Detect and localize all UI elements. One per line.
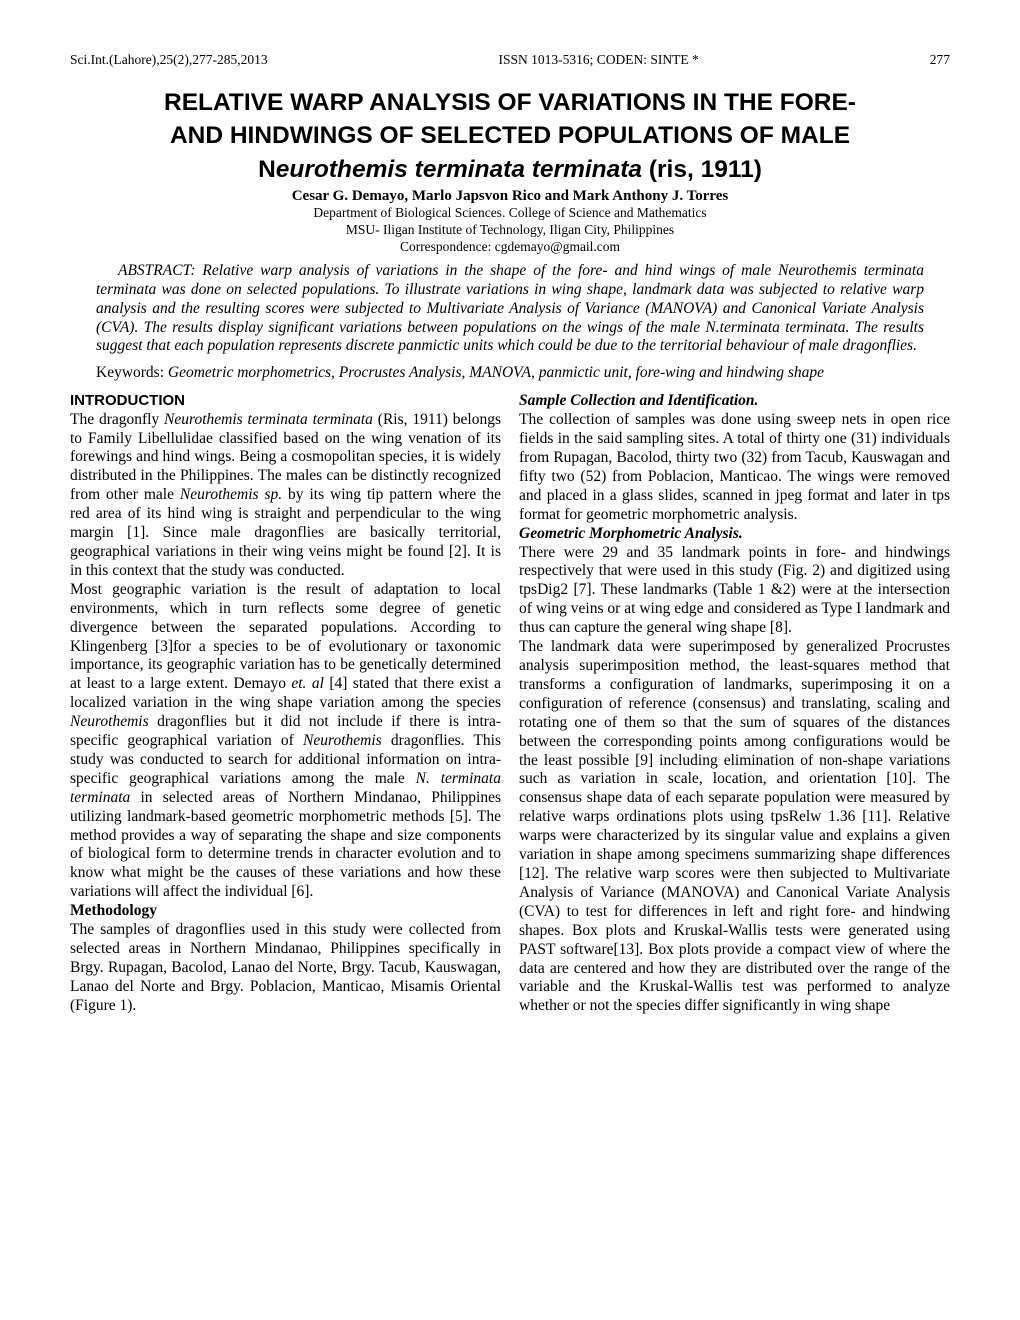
abstract-label: ABSTRACT: bbox=[118, 262, 196, 279]
title-author-year: (ris, 1911) bbox=[642, 156, 762, 183]
introduction-heading: INTRODUCTION bbox=[70, 392, 501, 410]
page-header: Sci.Int.(Lahore),25(2),277-285,2013 ISSN… bbox=[70, 52, 950, 68]
keywords: Keywords: Geometric morphometrics, Procr… bbox=[96, 364, 924, 382]
two-column-body: INTRODUCTION The dragonfly Neurothemis t… bbox=[70, 392, 950, 1016]
affiliation-line1: Department of Biological Sciences. Colle… bbox=[70, 205, 950, 222]
header-center: ISSN 1013-5316; CODEN: SINTE * bbox=[499, 52, 699, 68]
right-column: Sample Collection and Identification. Th… bbox=[519, 392, 950, 1016]
methodology-heading: Methodology bbox=[70, 902, 501, 921]
title-genus-initial: N bbox=[258, 156, 276, 183]
header-page-number: 277 bbox=[930, 52, 950, 68]
intro-paragraph-2: Most geographic variation is the result … bbox=[70, 581, 501, 902]
intro-p1-species: Neurothemis terminata terminata bbox=[164, 411, 373, 428]
intro-p1-genus: Neurothemis sp. bbox=[180, 486, 282, 503]
title-species-name: eurothemis terminata terminata bbox=[276, 156, 642, 183]
sample-collection-paragraph: The collection of samples was done using… bbox=[519, 411, 950, 524]
intro-p2-genus1: Neurothemis bbox=[70, 713, 149, 730]
gm-paragraph-2: The landmark data were superimposed by g… bbox=[519, 638, 950, 1016]
authors: Cesar G. Demayo, Marlo Japsvon Rico and … bbox=[70, 188, 950, 205]
intro-paragraph-1: The dragonfly Neurothemis terminata term… bbox=[70, 411, 501, 581]
intro-p2-genus2: Neurothemis bbox=[303, 732, 382, 749]
abstract: ABSTRACT: Relative warp analysis of vari… bbox=[96, 262, 924, 357]
sample-collection-heading: Sample Collection and Identification. bbox=[519, 392, 950, 411]
correspondence: Correspondence: cgdemayo@gmail.com bbox=[70, 239, 950, 256]
gm-paragraph-1: There were 29 and 35 landmark points in … bbox=[519, 544, 950, 639]
methodology-paragraph: The samples of dragonflies used in this … bbox=[70, 921, 501, 1016]
keywords-label: Keywords: bbox=[96, 364, 168, 381]
intro-p2-etal: et. al bbox=[291, 675, 324, 692]
paper-title-line1: RELATIVE WARP ANALYSIS OF VARIATIONS IN … bbox=[70, 88, 950, 117]
keywords-body: Geometric morphometrics, Procrustes Anal… bbox=[168, 364, 824, 381]
abstract-text: Relative warp analysis of variations in … bbox=[96, 262, 924, 355]
paper-title-line2: AND HINDWINGS OF SELECTED POPULATIONS OF… bbox=[70, 121, 950, 150]
intro-p2-seg-i: in selected areas of Northern Mindanao, … bbox=[70, 789, 501, 901]
affiliation-line2: MSU- Iligan Institute of Technology, Ili… bbox=[70, 222, 950, 239]
left-column: INTRODUCTION The dragonfly Neurothemis t… bbox=[70, 392, 501, 1016]
header-left: Sci.Int.(Lahore),25(2),277-285,2013 bbox=[70, 52, 268, 68]
geometric-morphometric-heading: Geometric Morphometric Analysis. bbox=[519, 525, 950, 544]
intro-p1-seg-a: The dragonfly bbox=[70, 411, 164, 428]
paper-title-line3: Neurothemis terminata terminata (ris, 19… bbox=[70, 155, 950, 184]
